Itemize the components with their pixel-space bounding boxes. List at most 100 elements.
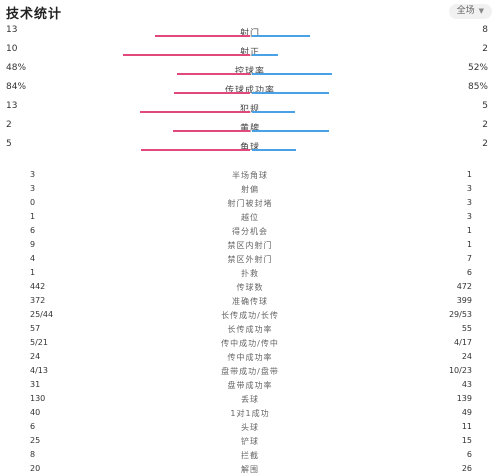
home-value: 5/21	[30, 338, 48, 347]
home-value: 4/13	[30, 366, 48, 375]
home-value: 9	[30, 240, 36, 249]
away-value: 139	[456, 394, 472, 403]
stat-row: 5/21 传中成功/传中 4/17	[0, 336, 500, 350]
stat-label: 传中成功率	[227, 353, 273, 362]
home-value: 4	[30, 254, 36, 263]
home-value: 442	[30, 282, 46, 291]
home-value: 372	[30, 296, 46, 305]
stat-row: 8 拦截 6	[0, 448, 500, 462]
stat-label: 黄牌	[239, 124, 260, 134]
home-value: 3	[30, 184, 36, 193]
bar-stat-row: 48% 控球率 52%	[0, 62, 500, 81]
away-value: 1	[466, 170, 472, 179]
stat-label: 扑救	[241, 269, 259, 278]
stat-row: 0 射门被封堵 3	[0, 196, 500, 210]
away-value: 85%	[467, 82, 488, 92]
away-value: 5	[482, 101, 488, 111]
home-value: 48%	[6, 63, 27, 73]
stat-row: 25 铲球 15	[0, 434, 500, 448]
bar-stat-row: 10 射正 2	[0, 43, 500, 62]
home-bar	[140, 111, 250, 113]
stat-label: 解围	[241, 465, 259, 474]
away-value: 29/53	[448, 310, 472, 319]
stat-label: 犯规	[239, 105, 260, 115]
away-bar	[252, 35, 310, 37]
stats-table: 3 半场角球 1 3 射偏 3 0 射门被封堵 3 1 越位 3 6 得分机会 1 9 禁区内射门 1 4 禁区外射门…	[0, 168, 500, 476]
away-value: 26	[461, 464, 472, 473]
stat-row: 31 盘带成功率 43	[0, 378, 500, 392]
stat-row: 3 半场角球 1	[0, 168, 500, 182]
stat-label: 盘带成功率	[227, 381, 273, 390]
away-value: 55	[461, 324, 472, 333]
stat-label: 半场角球	[232, 171, 268, 180]
stat-row: 372 准确传球 399	[0, 294, 500, 308]
bar-stat-row: 2 黄牌 2	[0, 119, 500, 138]
stat-row: 24 传中成功率 24	[0, 350, 500, 364]
stat-row: 1 越位 3	[0, 210, 500, 224]
stat-row: 1 扑救 6	[0, 266, 500, 280]
home-value: 1	[30, 212, 36, 221]
away-value: 11	[461, 422, 472, 431]
away-value: 15	[461, 436, 472, 445]
home-value: 13	[6, 101, 18, 111]
stat-label: 盘带成功/盘带	[221, 367, 279, 376]
stat-label: 射正	[239, 48, 260, 58]
home-bar	[155, 35, 250, 37]
stat-row: 130 丢球 139	[0, 392, 500, 406]
away-value: 4/17	[454, 338, 472, 347]
home-value: 31	[30, 380, 41, 389]
bar-stat-row: 13 犯规 5	[0, 100, 500, 119]
away-bar	[252, 111, 295, 113]
away-value: 24	[461, 352, 472, 361]
home-value: 84%	[6, 82, 27, 92]
home-value: 0	[30, 198, 36, 207]
stat-label: 射门	[239, 29, 260, 39]
stat-label: 1对1成功	[230, 409, 270, 418]
home-bar	[174, 92, 250, 94]
home-value: 5	[6, 139, 12, 149]
stat-row: 9 禁区内射门 1	[0, 238, 500, 252]
home-value: 24	[30, 352, 41, 361]
stat-label: 丢球	[241, 395, 259, 404]
home-value: 57	[30, 324, 41, 333]
away-value: 2	[482, 44, 488, 54]
away-value: 3	[466, 212, 472, 221]
away-bar	[252, 130, 329, 132]
stat-label: 禁区外射门	[227, 255, 273, 264]
home-value: 6	[30, 226, 36, 235]
stat-label: 传球成功率	[224, 86, 275, 96]
stat-label: 得分机会	[232, 227, 268, 236]
stat-row: 40 1对1成功 49	[0, 406, 500, 420]
stat-label: 长传成功率	[227, 325, 273, 334]
stat-row: 6 头球 11	[0, 420, 500, 434]
away-bar	[252, 92, 329, 94]
away-value: 8	[482, 25, 488, 35]
away-value: 49	[461, 408, 472, 417]
home-value: 2	[6, 120, 12, 130]
stat-label: 角球	[239, 143, 260, 153]
away-value: 10/23	[448, 366, 472, 375]
away-value: 1	[466, 226, 472, 235]
away-value: 7	[466, 254, 472, 263]
away-value: 2	[482, 139, 488, 149]
away-value: 472	[456, 282, 472, 291]
home-value: 130	[30, 394, 46, 403]
stat-row: 6 得分机会 1	[0, 224, 500, 238]
period-filter-dropdown[interactable]: 全场 ▼	[448, 4, 492, 19]
home-bar	[141, 149, 250, 151]
stat-label: 禁区内射门	[227, 241, 273, 250]
stat-label: 拦截	[241, 451, 259, 460]
stat-row: 20 解围 26	[0, 462, 500, 476]
stat-label: 铲球	[241, 437, 259, 446]
home-value: 6	[30, 422, 36, 431]
bar-stat-row: 13 射门 8	[0, 24, 500, 43]
away-value: 2	[482, 120, 488, 130]
stat-label: 传中成功/传中	[221, 339, 279, 348]
away-value: 1	[466, 240, 472, 249]
chevron-down-icon: ▼	[478, 7, 484, 15]
bar-stat-row: 84% 传球成功率 85%	[0, 81, 500, 100]
stat-row: 4/13 盘带成功/盘带 10/23	[0, 364, 500, 378]
stat-row: 3 射偏 3	[0, 182, 500, 196]
stat-row: 57 长传成功率 55	[0, 322, 500, 336]
stat-label: 射偏	[241, 185, 259, 194]
